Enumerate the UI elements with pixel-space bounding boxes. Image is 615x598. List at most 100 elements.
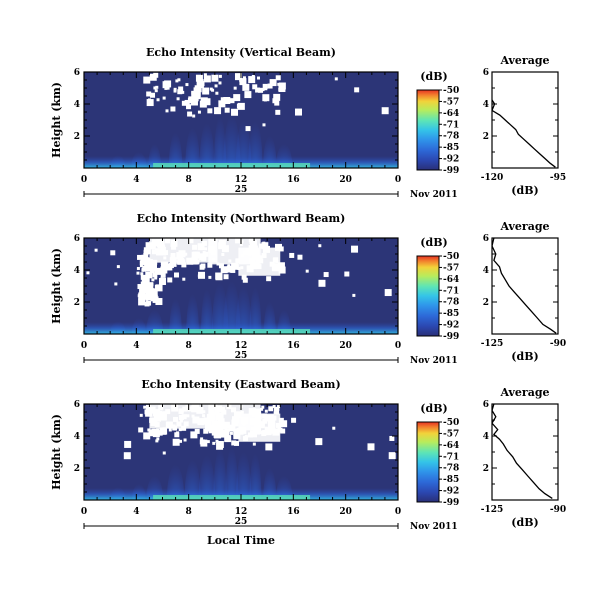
- missing-data-cell: [263, 98, 267, 102]
- x-tick-label: 0: [81, 175, 87, 185]
- missing-data-cell: [145, 297, 149, 301]
- missing-data-cell: [203, 75, 211, 83]
- profile-line: [492, 404, 553, 499]
- missing-data-cell: [235, 264, 239, 268]
- missing-data-cell: [334, 77, 338, 81]
- missing-data-cell: [178, 428, 182, 432]
- y-tick-label: 4: [74, 432, 80, 442]
- missing-data-cell: [150, 92, 156, 98]
- missing-data-cell: [185, 83, 189, 87]
- x-tick-label: 8: [186, 507, 192, 517]
- missing-data-cell: [143, 432, 151, 440]
- missing-data-cell: [245, 126, 251, 132]
- missing-data-cell: [184, 99, 190, 105]
- profile-x-tick-label: -95: [550, 173, 566, 183]
- missing-data-cell: [199, 264, 205, 270]
- colorbar-tick-label: -85: [443, 309, 459, 319]
- x-tick-label: 4: [133, 507, 139, 517]
- missing-data-cell: [248, 76, 256, 84]
- missing-data-cell: [143, 247, 151, 255]
- profile-x-tick-label: -125: [481, 339, 504, 349]
- missing-data-cell: [154, 294, 158, 298]
- missing-data-cell: [305, 269, 309, 273]
- profile-line: [492, 238, 557, 334]
- missing-data-cell: [186, 104, 192, 110]
- missing-data-cell: [224, 428, 230, 434]
- colorbar-tick-label: -85: [443, 475, 459, 485]
- x-tick-label: 0: [395, 507, 401, 517]
- missing-data-cell: [315, 438, 323, 446]
- missing-data-cell: [275, 109, 281, 115]
- x-tick-label: 12: [235, 507, 248, 517]
- missing-data-cell: [141, 267, 145, 271]
- echo-plume: [213, 116, 227, 168]
- y-tick-label: 4: [74, 266, 80, 276]
- missing-data-cell: [256, 76, 260, 80]
- echo-plume: [213, 448, 227, 500]
- missing-data-cell: [291, 417, 297, 423]
- missing-data-cell: [384, 289, 392, 297]
- profile-frame: [491, 237, 559, 335]
- missing-data-cell: [155, 298, 163, 306]
- missing-data-cell: [233, 94, 241, 102]
- profile-y-tick-label: 4: [483, 266, 489, 276]
- profile-y-tick-label: 2: [483, 464, 489, 474]
- panel-eastward-beam: Echo Intensity (Eastward Beam) 0 4 8 12 16 20 0…: [50, 378, 566, 532]
- profile-y-tick-label: 2: [483, 132, 489, 142]
- missing-data-cell: [203, 73, 207, 77]
- y-axis-label: Height (km): [50, 248, 63, 324]
- missing-data-cell: [162, 96, 166, 100]
- missing-data-cell: [142, 286, 150, 294]
- missing-data-cell: [156, 437, 160, 441]
- missing-data-cell: [200, 439, 208, 447]
- echo-base-strong: [153, 495, 311, 500]
- missing-data-cell: [137, 254, 143, 260]
- missing-data-cell: [277, 262, 285, 270]
- colorbar-tick-label: -92: [443, 321, 459, 331]
- x-tick-label: 16: [287, 341, 300, 351]
- missing-data-cell: [261, 88, 265, 92]
- missing-data-cell: [242, 83, 250, 91]
- missing-data-cell: [138, 427, 144, 433]
- missing-data-cell: [144, 301, 150, 307]
- missing-data-cell: [141, 276, 147, 282]
- missing-data-cell: [148, 429, 156, 437]
- date-label: Nov 2011: [410, 356, 458, 366]
- missing-data-cell: [218, 81, 222, 85]
- missing-data-cell: [251, 74, 255, 78]
- missing-data-cell: [351, 245, 359, 253]
- missing-data-cell: [216, 440, 224, 448]
- missing-data-cell: [237, 102, 245, 110]
- missing-data-cell: [167, 277, 173, 283]
- missing-data-cell: [218, 74, 222, 78]
- missing-data-cell: [139, 287, 145, 293]
- missing-data-cell: [170, 106, 176, 112]
- missing-data-cell: [239, 78, 243, 82]
- missing-data-cell: [276, 408, 280, 412]
- missing-data-cell: [229, 431, 233, 435]
- missing-data-cell: [151, 270, 155, 274]
- x-tick-label: 20: [339, 507, 352, 517]
- missing-data-cell: [234, 440, 240, 446]
- missing-data-cell: [207, 108, 213, 114]
- colorbar-tick-label: -99: [443, 332, 459, 342]
- x-tick-label: 0: [81, 341, 87, 351]
- missing-data-cell: [234, 73, 242, 81]
- colorbar-tick-label: -50: [443, 252, 459, 262]
- missing-data-cell: [215, 272, 223, 280]
- x-tick-label: 12: [235, 341, 248, 351]
- missing-data-cell: [146, 91, 152, 97]
- missing-data-cell: [193, 92, 201, 100]
- y-tick-label: 2: [74, 132, 80, 142]
- missing-data-cell: [190, 98, 198, 106]
- colorbar-tick-label: -64: [443, 109, 459, 119]
- missing-data-cell: [160, 262, 164, 266]
- missing-data-cell: [156, 428, 160, 432]
- missing-data-cell: [146, 99, 154, 107]
- missing-data-block: [149, 404, 218, 429]
- missing-data-cell: [144, 264, 152, 272]
- missing-data-cell: [229, 98, 235, 104]
- missing-data-cell: [152, 272, 158, 278]
- x-tick-label: 20: [339, 175, 352, 185]
- missing-data-cell: [332, 426, 336, 430]
